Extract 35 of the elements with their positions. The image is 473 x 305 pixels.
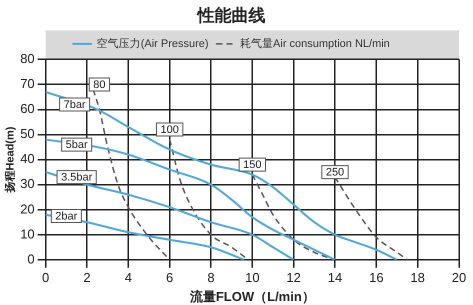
y-tick-label: 20 xyxy=(20,201,35,216)
x-tick-label: 12 xyxy=(286,270,301,286)
annotation: 150 xyxy=(243,159,262,172)
legend-label: 耗气量Air consumption NL/min xyxy=(240,36,390,50)
annotation: 250 xyxy=(326,166,344,179)
x-axis-title: 流量FLOW（L/min） xyxy=(188,288,315,304)
y-tick-label: 40 xyxy=(20,151,35,166)
y-tick-label: 0 xyxy=(27,251,35,266)
annotation: 3.5bar xyxy=(61,172,93,184)
y-tick-label: 70 xyxy=(20,76,35,92)
y-tick-label: 30 xyxy=(20,176,35,192)
x-tick-label: 20 xyxy=(452,270,466,286)
x-tick-label: 2 xyxy=(83,270,91,286)
y-tick-label: 10 xyxy=(20,226,35,242)
y-tick-label: 60 xyxy=(20,101,35,116)
chart-title: 性能曲线 xyxy=(196,6,266,25)
y-tick-label: 50 xyxy=(20,126,35,142)
y-axis-title: 扬程Head(m) xyxy=(4,126,17,194)
line-series xyxy=(46,90,398,260)
x-tick-label: 10 xyxy=(245,270,260,286)
x-tick-label: 4 xyxy=(124,270,132,286)
x-tick-label: 16 xyxy=(369,270,384,286)
annotation: 2bar xyxy=(55,210,78,222)
annotation: 5bar xyxy=(66,139,88,152)
legend-label: 空气压力(Air Pressure) xyxy=(96,36,209,50)
annotation: 100 xyxy=(160,124,179,136)
x-tick-label: 8 xyxy=(207,270,215,286)
x-tick-label: 14 xyxy=(328,270,342,286)
annotation: 7bar xyxy=(64,99,86,112)
x-tick-label: 0 xyxy=(42,270,50,286)
y-tick-label: 80 xyxy=(20,50,35,66)
line-series xyxy=(46,171,295,260)
annotation: 80 xyxy=(93,78,106,91)
x-tick-label: 18 xyxy=(410,270,425,286)
x-tick-label: 6 xyxy=(166,270,174,286)
